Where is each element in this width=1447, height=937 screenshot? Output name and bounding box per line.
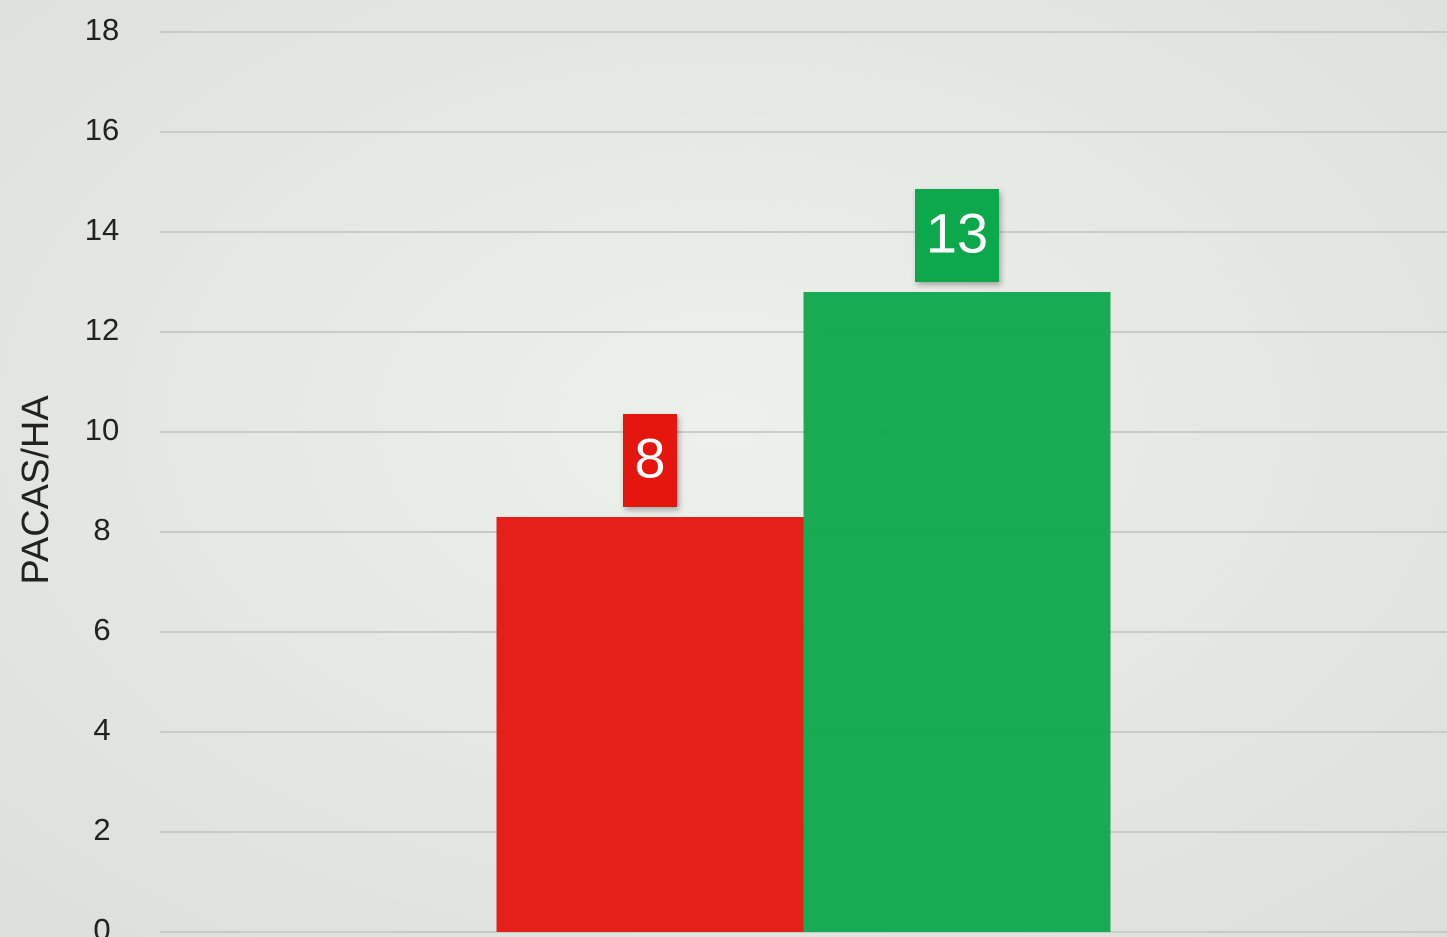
y-tick-label: 14 [85, 212, 119, 247]
page: PACAS/HA 024681012141618813 (() => { con… [0, 0, 1447, 937]
y-axis-label: PACAS/HA [15, 395, 57, 585]
bar [804, 292, 1111, 932]
value-label: 8 [634, 426, 665, 489]
y-tick-label: 6 [93, 612, 110, 647]
bar [497, 517, 804, 932]
y-tick-label: 10 [85, 412, 119, 447]
y-tick-label: 8 [93, 512, 110, 547]
y-tick-label: 0 [93, 912, 110, 937]
y-tick-label: 2 [93, 812, 110, 847]
value-label: 13 [926, 201, 988, 264]
y-tick-label: 16 [85, 112, 119, 147]
y-tick-label: 18 [85, 12, 119, 47]
chart: PACAS/HA 0 2 4 6 8 10 12 14 16 18 8 13 [0, 0, 1447, 937]
y-tick-label: 12 [85, 312, 119, 347]
y-tick-label: 4 [93, 712, 110, 747]
